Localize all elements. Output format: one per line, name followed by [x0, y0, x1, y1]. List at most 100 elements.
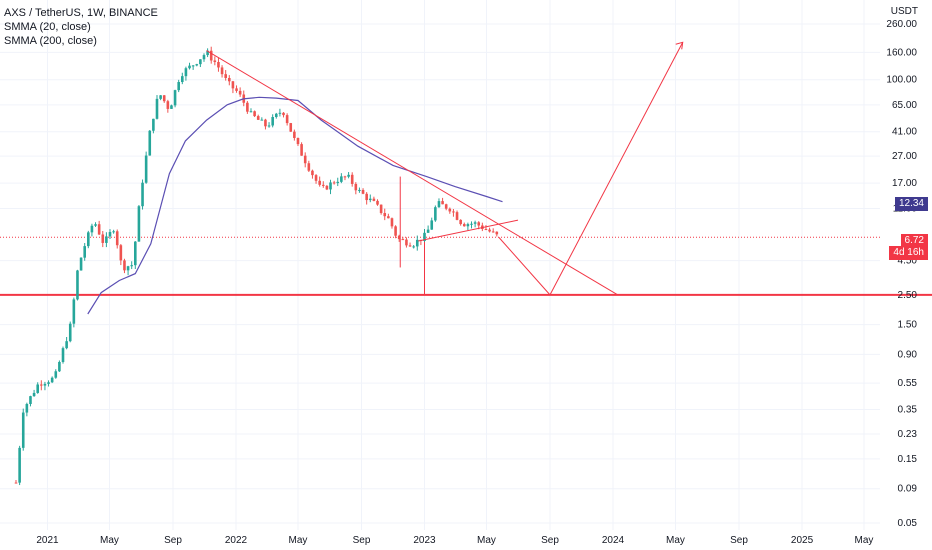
candle [325, 184, 329, 191]
candle [43, 381, 47, 391]
candle [455, 210, 459, 221]
candle [441, 197, 444, 205]
candle [202, 53, 206, 62]
candle [144, 151, 148, 184]
price-tick-label: 41.00 [892, 127, 917, 138]
candle [94, 222, 97, 227]
candle [264, 118, 267, 130]
time-tick-label: May [477, 535, 496, 546]
candle [470, 221, 473, 229]
candle [130, 261, 133, 270]
candle [141, 179, 144, 210]
candle [206, 48, 209, 58]
candle [491, 228, 495, 233]
candle [394, 225, 397, 239]
symbol-title[interactable]: AXS / TetherUS, 1W, BINANCE [4, 7, 158, 19]
candle [159, 95, 162, 101]
price-axis-currency: USDT [890, 6, 918, 17]
candle [300, 142, 303, 156]
candle [387, 213, 390, 219]
candle [134, 241, 137, 270]
candle [61, 346, 65, 364]
time-tick-label: May [855, 535, 874, 546]
ascending-trendline[interactable] [418, 219, 519, 242]
candle [97, 220, 101, 236]
candle [343, 175, 347, 181]
candle [40, 380, 43, 391]
time-tick-label: May [100, 535, 119, 546]
candle [473, 220, 477, 228]
price-tick-label: 27.00 [892, 151, 917, 162]
descending-trendline[interactable] [206, 50, 618, 296]
candle [484, 225, 488, 231]
candle [238, 87, 242, 97]
candle [466, 222, 470, 231]
candle [21, 408, 25, 451]
smma-value-tag: 12.34 [894, 197, 928, 211]
candle [152, 118, 155, 134]
candle [184, 66, 188, 81]
candle [65, 337, 68, 350]
price-tick-label: 1.50 [898, 320, 918, 331]
support-level-line [0, 236, 932, 296]
candle [246, 101, 249, 114]
candle [115, 229, 119, 249]
price-tick-label: 0.09 [898, 484, 918, 495]
candle [383, 208, 387, 221]
bar-countdown-tag: 4d 16h [889, 246, 928, 260]
candle [177, 79, 180, 93]
candle [209, 46, 213, 64]
indicator-smma-200[interactable]: SMMA (200, close) [4, 35, 97, 47]
price-tick-label: 2.50 [898, 290, 918, 301]
candle [137, 204, 141, 242]
candle [397, 234, 401, 242]
candle [311, 169, 314, 179]
candle [119, 243, 123, 266]
candle [278, 108, 282, 117]
candle [430, 217, 434, 230]
target-arrowhead [675, 41, 684, 50]
candle [321, 181, 325, 188]
candle [170, 104, 173, 109]
candle [36, 382, 39, 394]
projected-rally-line[interactable] [549, 42, 684, 296]
candle [227, 75, 231, 86]
candle [155, 95, 159, 120]
candle [285, 113, 289, 126]
price-axis[interactable]: 260.00160.00100.0065.0041.0027.0017.0011… [886, 19, 917, 529]
candle [195, 63, 199, 67]
price-tick-label: 0.55 [898, 378, 918, 389]
candle [199, 59, 202, 68]
price-tick-label: 65.00 [892, 100, 917, 111]
time-axis[interactable]: 2021 May Sep 2022 May Sep 2023 May Sep 2024 May Sep… [36, 535, 873, 546]
candle [29, 395, 32, 407]
time-tick-label: 2024 [602, 535, 625, 546]
candle [274, 112, 278, 119]
candle [173, 89, 177, 108]
chart-legend: AXS / TetherUS, 1W, BINANCE SMMA (20, cl… [4, 6, 158, 48]
candle [444, 203, 448, 211]
last-price-tag: 6.72 [900, 234, 928, 248]
candle [379, 204, 383, 215]
candle [166, 99, 170, 113]
candle [123, 258, 126, 274]
candle [72, 297, 76, 328]
candle [350, 172, 354, 187]
candle [105, 232, 108, 248]
projected-drop-line[interactable] [498, 237, 551, 296]
candle [293, 129, 296, 141]
time-tick-label: 2021 [36, 535, 59, 546]
candle [126, 265, 130, 276]
candle [289, 122, 293, 132]
candle [296, 137, 300, 147]
candle [18, 445, 21, 486]
candle [390, 217, 394, 229]
indicator-smma-20[interactable]: SMMA (20, close) [4, 21, 91, 33]
candle [47, 380, 50, 387]
time-tick-label: May [289, 535, 308, 546]
candle [50, 376, 54, 384]
candle [488, 227, 491, 233]
candle [79, 257, 83, 271]
candle [307, 160, 311, 173]
